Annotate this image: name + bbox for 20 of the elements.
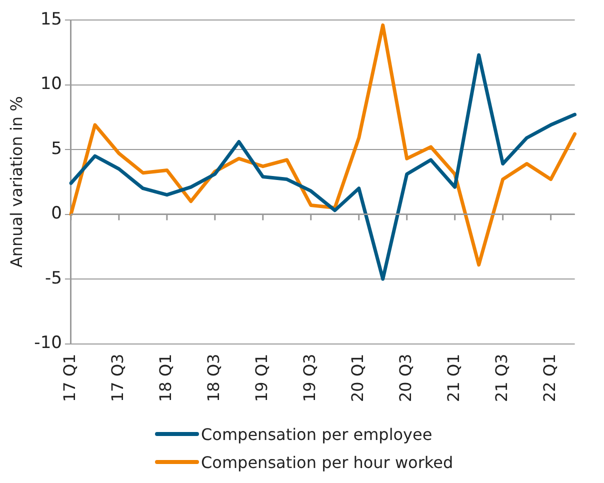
x-tick-label: 17 Q3 [108,354,128,402]
legend-label: Compensation per employee [201,424,432,444]
y-tick-label: 0 [51,204,62,224]
x-tick-label: 20 Q3 [396,354,416,402]
legend-label: Compensation per hour worked [201,452,454,472]
x-tick-label: 19 Q1 [252,354,272,402]
x-tick-label: 20 Q1 [348,354,368,402]
y-tick-label: 5 [51,138,62,159]
y-tick-label: 15 [40,9,62,30]
x-tick-label: 19 Q3 [300,354,320,402]
x-tick-label: 18 Q1 [156,354,176,402]
x-tick-label: 22 Q1 [540,354,559,402]
y-tick-label: 10 [40,74,62,94]
x-tick-label: 21 Q3 [492,354,511,402]
y-axis-title: Annual variation in % [6,96,26,268]
y-tick-label: -5 [45,268,62,288]
x-tick-label: 18 Q3 [204,354,224,402]
x-tick-label: 21 Q1 [444,354,463,402]
x-tick-label: 17 Q1 [60,354,80,402]
y-tick-label: -10 [34,333,62,354]
